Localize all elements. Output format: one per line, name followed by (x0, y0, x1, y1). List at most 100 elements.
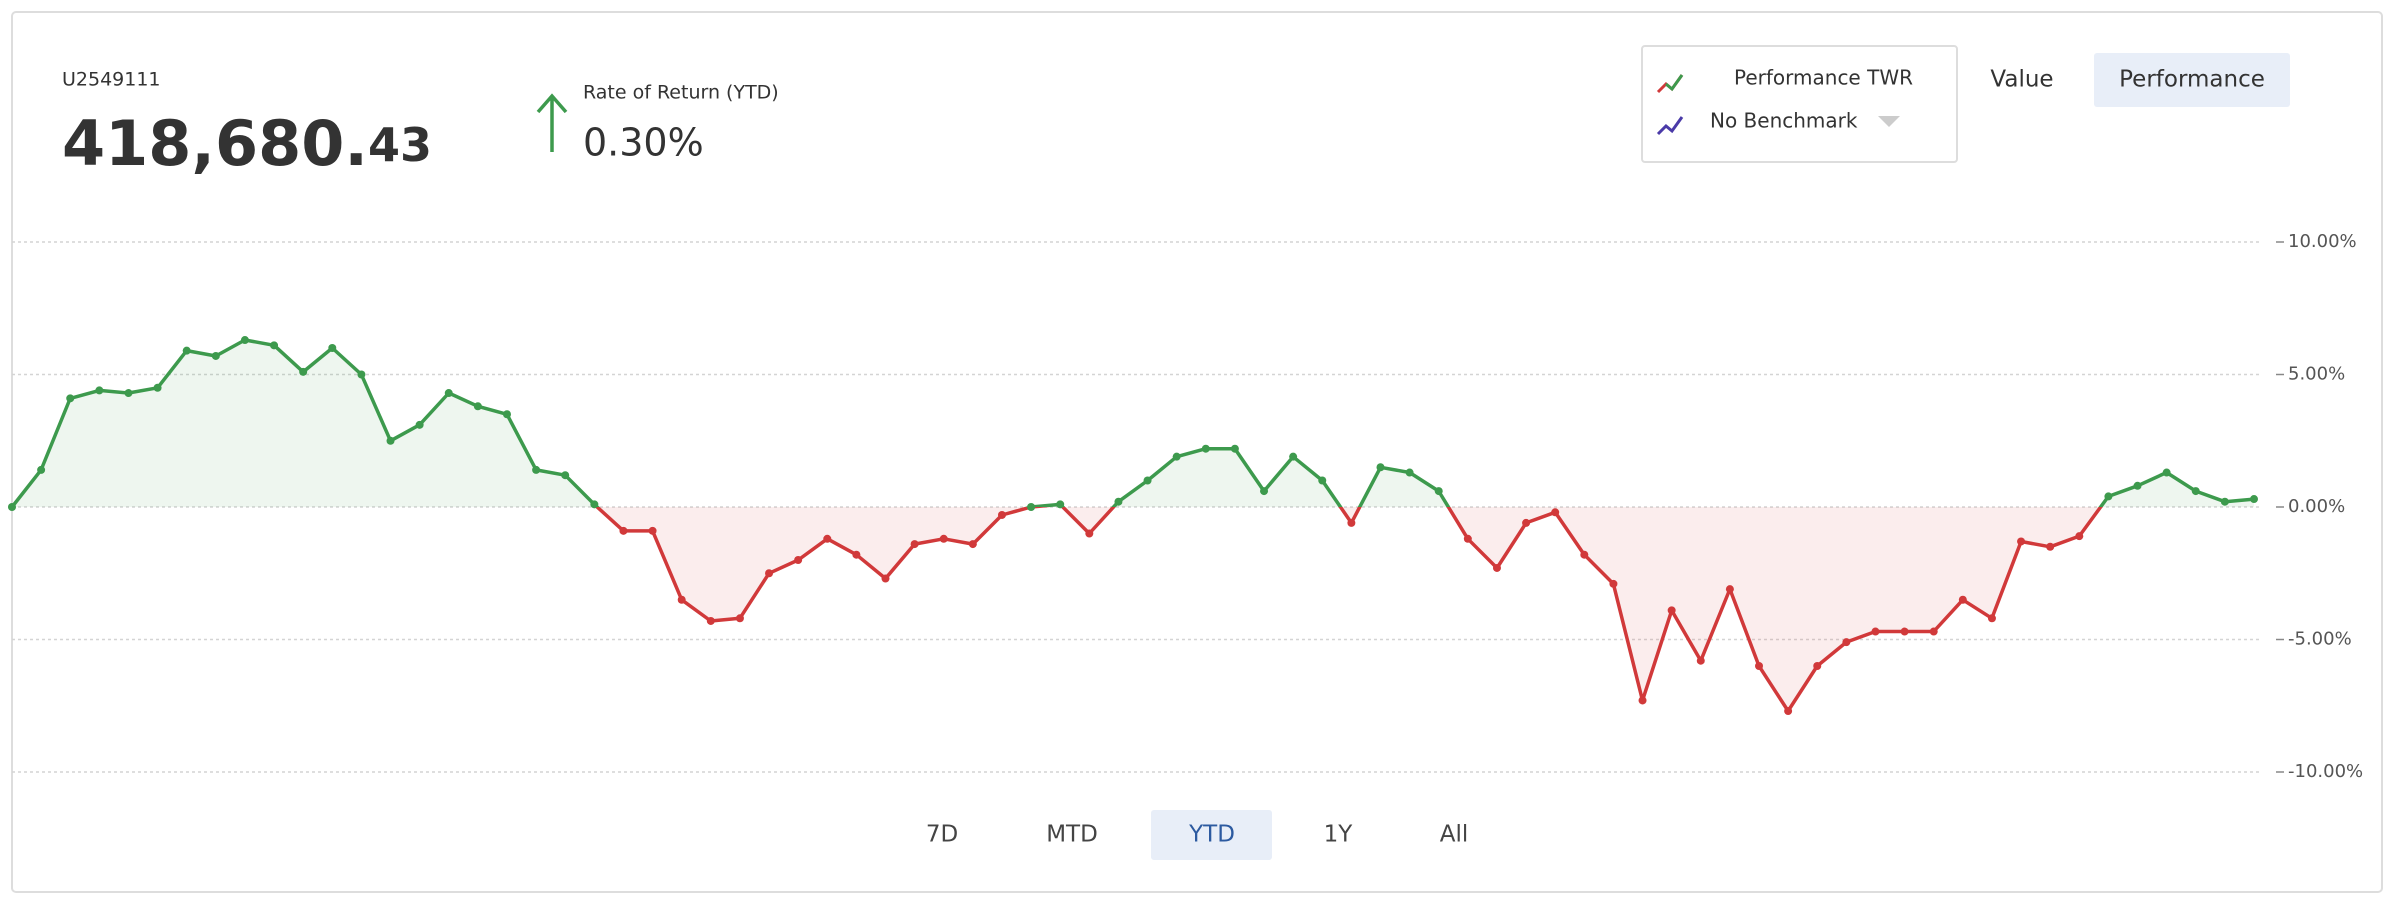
point (2162, 468, 2171, 477)
point (1260, 487, 1269, 496)
point (8, 503, 16, 511)
point (2250, 495, 2258, 504)
point (881, 574, 890, 583)
point (2133, 481, 2142, 490)
point (386, 436, 395, 445)
value-main: 418,680. (62, 107, 368, 180)
point (677, 595, 686, 604)
view-button[interactable]: Value (1990, 67, 2053, 93)
view-button-bg[interactable] (2094, 53, 2290, 107)
y-tick-label: 10.00% (2288, 231, 2357, 252)
point (1842, 638, 1851, 647)
point (648, 526, 657, 535)
point (2017, 537, 2026, 546)
point (619, 526, 628, 535)
point (299, 367, 308, 376)
point (1784, 707, 1793, 716)
point (939, 534, 948, 543)
point (997, 510, 1006, 519)
range-button[interactable]: 7D (926, 822, 958, 848)
point (1056, 500, 1065, 509)
point (37, 465, 46, 474)
point (735, 614, 744, 623)
point (2104, 492, 2113, 501)
range-button-bg[interactable] (1151, 810, 1272, 860)
point (968, 540, 977, 549)
point (561, 471, 570, 480)
point (1696, 656, 1705, 665)
point (1289, 452, 1298, 461)
area-fill (12, 340, 2254, 711)
point (270, 341, 279, 350)
point (182, 346, 191, 355)
point (1900, 627, 1909, 636)
range-button[interactable]: All (1440, 822, 1469, 848)
point (1958, 595, 1967, 604)
point (2191, 487, 2200, 496)
y-tick-label: -10.00% (2288, 761, 2363, 782)
point (1813, 662, 1822, 670)
point (2220, 497, 2229, 506)
legend-item: Performance TWR (1734, 66, 1913, 90)
account-id: U2549111 (62, 69, 161, 91)
range-button[interactable]: 1Y (1324, 822, 1354, 848)
plot: 10.00% 5.00% 0.00% -5.00% -10.00% (8, 231, 2363, 782)
y-tick-label: 0.00% (2288, 496, 2345, 517)
point (240, 336, 249, 345)
point (1492, 563, 1501, 572)
legend-item[interactable]: No Benchmark (1710, 109, 1858, 133)
point (1376, 463, 1385, 472)
point (1434, 487, 1443, 496)
point (794, 556, 803, 564)
point (1172, 452, 1181, 461)
return-label: Rate of Return (YTD) (583, 82, 779, 104)
point (328, 344, 337, 352)
point (1114, 497, 1123, 506)
dropdown-caret[interactable] (1878, 116, 1900, 127)
point (444, 389, 453, 398)
point (1755, 662, 1764, 670)
point (823, 534, 832, 543)
up-arrow (536, 93, 568, 152)
range-button[interactable]: MTD (1046, 822, 1098, 848)
point (1405, 468, 1414, 477)
point (1085, 529, 1094, 538)
point (532, 465, 541, 474)
point (590, 500, 599, 509)
point (765, 569, 774, 578)
line (10, 338, 2255, 713)
point (357, 370, 366, 379)
point (1522, 518, 1531, 527)
legend-box[interactable] (1641, 45, 1958, 163)
point (1609, 579, 1618, 588)
point (1201, 444, 1210, 453)
point (1347, 518, 1356, 527)
range-button[interactable]: YTD (1188, 822, 1235, 848)
point (1638, 696, 1647, 705)
point (706, 616, 715, 625)
point (1318, 476, 1327, 485)
return-value: 0.30% (583, 121, 704, 165)
point (1580, 550, 1589, 559)
point (910, 540, 919, 549)
point (1667, 606, 1676, 615)
view-button[interactable]: Performance (2119, 67, 2265, 93)
point (2046, 542, 2055, 551)
point (124, 389, 133, 398)
y-tick-label: -5.00% (2288, 629, 2352, 650)
legend-icon (1656, 116, 1684, 136)
range-buttons: 7D MTD YTD 1Y All (926, 822, 1468, 848)
point (2075, 532, 2084, 541)
value-cents: 43 (368, 118, 432, 172)
point (473, 402, 482, 411)
point (211, 351, 220, 360)
point (1143, 476, 1152, 485)
point (66, 394, 75, 403)
point (502, 410, 511, 419)
point (1230, 444, 1239, 453)
point (852, 550, 861, 559)
point (1027, 503, 1036, 511)
point (1725, 585, 1734, 594)
